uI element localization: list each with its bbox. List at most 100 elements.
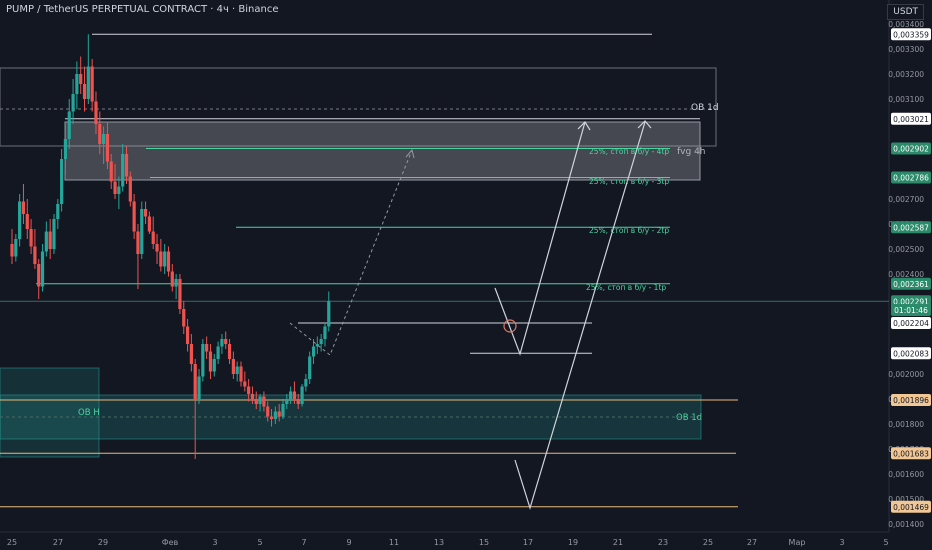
currency-button[interactable]: USDT bbox=[887, 4, 924, 20]
candle-body bbox=[308, 356, 312, 379]
price-label: 0,002902 bbox=[893, 145, 929, 154]
candle-body bbox=[121, 154, 125, 187]
candle-body bbox=[315, 344, 319, 347]
x-tick-label: 13 bbox=[434, 538, 444, 547]
y-tick-label: 0,003300 bbox=[888, 45, 924, 54]
x-tick-label: 9 bbox=[346, 538, 351, 547]
price-label: 0,002291 bbox=[893, 297, 929, 306]
tp1-label: 25%, стоп в б/у - 1tp bbox=[586, 283, 666, 292]
price-label: 0,002083 bbox=[893, 349, 929, 358]
candle-body bbox=[273, 411, 277, 419]
candle-body bbox=[79, 74, 83, 84]
price-label-bg bbox=[891, 28, 931, 41]
price-label: 0,001683 bbox=[893, 449, 929, 458]
candle-body bbox=[224, 339, 228, 344]
price-label-bg bbox=[891, 171, 931, 184]
x-tick-label: 23 bbox=[658, 538, 668, 547]
candle-body bbox=[82, 84, 87, 99]
candle-body bbox=[151, 231, 155, 244]
y-tick-label: 0,003200 bbox=[888, 70, 924, 79]
x-tick-label: 5 bbox=[883, 538, 888, 547]
y-tick-label: 0,002000 bbox=[888, 370, 924, 379]
x-tick-label: 17 bbox=[523, 538, 533, 547]
x-tick-label: 19 bbox=[568, 538, 578, 547]
y-tick-label: 0,001600 bbox=[888, 470, 924, 479]
candle-body bbox=[10, 244, 14, 257]
candle-body bbox=[48, 231, 52, 249]
candle-body bbox=[327, 301, 331, 327]
x-tick-label: 3 bbox=[212, 538, 217, 547]
candle-body bbox=[174, 279, 178, 287]
candle-body bbox=[147, 216, 151, 232]
dashed-arrow-head bbox=[405, 148, 415, 159]
x-tick-label: 7 bbox=[301, 538, 306, 547]
candle-body bbox=[52, 219, 56, 249]
candle-body bbox=[311, 346, 316, 357]
price-label: 0,003021 bbox=[893, 115, 929, 124]
price-label: 0,003359 bbox=[893, 30, 929, 39]
candle-body bbox=[258, 396, 262, 404]
candle-body bbox=[113, 181, 117, 194]
fvg-4h-zone bbox=[64, 121, 701, 181]
candle-body bbox=[289, 391, 293, 399]
dashed-path bbox=[289, 149, 413, 356]
price-label-bg bbox=[891, 447, 931, 460]
y-tick-label: 0,003400 bbox=[888, 20, 924, 29]
x-tick-label: Мар bbox=[789, 538, 806, 547]
candle-body bbox=[170, 271, 174, 287]
candle-body bbox=[281, 404, 285, 417]
x-tick-label: 5 bbox=[257, 538, 262, 547]
candle-body bbox=[71, 94, 75, 112]
x-tick-label: 11 bbox=[389, 538, 399, 547]
candle-body bbox=[166, 251, 171, 272]
candle-body bbox=[296, 399, 300, 404]
candle-body bbox=[178, 279, 182, 309]
x-tick-label: 25 bbox=[7, 538, 17, 547]
candle-body bbox=[193, 364, 197, 399]
candle-body bbox=[124, 154, 129, 177]
candle-body bbox=[86, 66, 90, 99]
candle-body bbox=[33, 246, 37, 264]
price-label-bg bbox=[891, 304, 931, 316]
candle-body bbox=[235, 366, 239, 374]
x-tick-label: 29 bbox=[98, 538, 108, 547]
candle-body bbox=[292, 391, 297, 399]
candle-body bbox=[102, 134, 106, 144]
candle-body bbox=[231, 359, 235, 374]
candle-body bbox=[262, 396, 266, 407]
tp2-label: 25%, стоп в б/у - 2tp bbox=[589, 226, 669, 235]
candle-body bbox=[37, 264, 41, 287]
candle-body bbox=[247, 386, 251, 394]
candle-body bbox=[25, 214, 29, 229]
candle-body bbox=[319, 339, 323, 344]
candle-body bbox=[205, 344, 209, 352]
candle-body bbox=[243, 381, 247, 387]
y-tick-label: 0,002700 bbox=[888, 195, 924, 204]
x-tick-label: 27 bbox=[747, 538, 757, 547]
price-label-bg bbox=[891, 112, 931, 125]
candle-body bbox=[140, 209, 144, 254]
entry-circle bbox=[503, 319, 517, 333]
candle-body bbox=[94, 101, 98, 124]
candle-body bbox=[29, 229, 33, 247]
candle-body bbox=[285, 399, 289, 404]
candle-body bbox=[105, 134, 110, 162]
candle-body bbox=[40, 251, 45, 287]
candle-body bbox=[75, 74, 79, 94]
candle-body bbox=[143, 209, 148, 217]
candle-body bbox=[56, 204, 60, 219]
candle-body bbox=[197, 376, 201, 399]
candle-body bbox=[60, 159, 64, 204]
candle-body bbox=[220, 339, 224, 347]
x-tick-label: 3 bbox=[839, 538, 844, 547]
x-tick-label: 21 bbox=[613, 538, 623, 547]
arrow-head-1 bbox=[577, 121, 591, 131]
price-label-bg bbox=[891, 394, 931, 406]
y-tick-label: 0,003100 bbox=[888, 95, 924, 104]
candle-body bbox=[208, 351, 213, 372]
candle-body bbox=[323, 326, 327, 339]
candle-body bbox=[128, 176, 132, 202]
fvg-4h-label: fvg 4h bbox=[677, 147, 706, 157]
